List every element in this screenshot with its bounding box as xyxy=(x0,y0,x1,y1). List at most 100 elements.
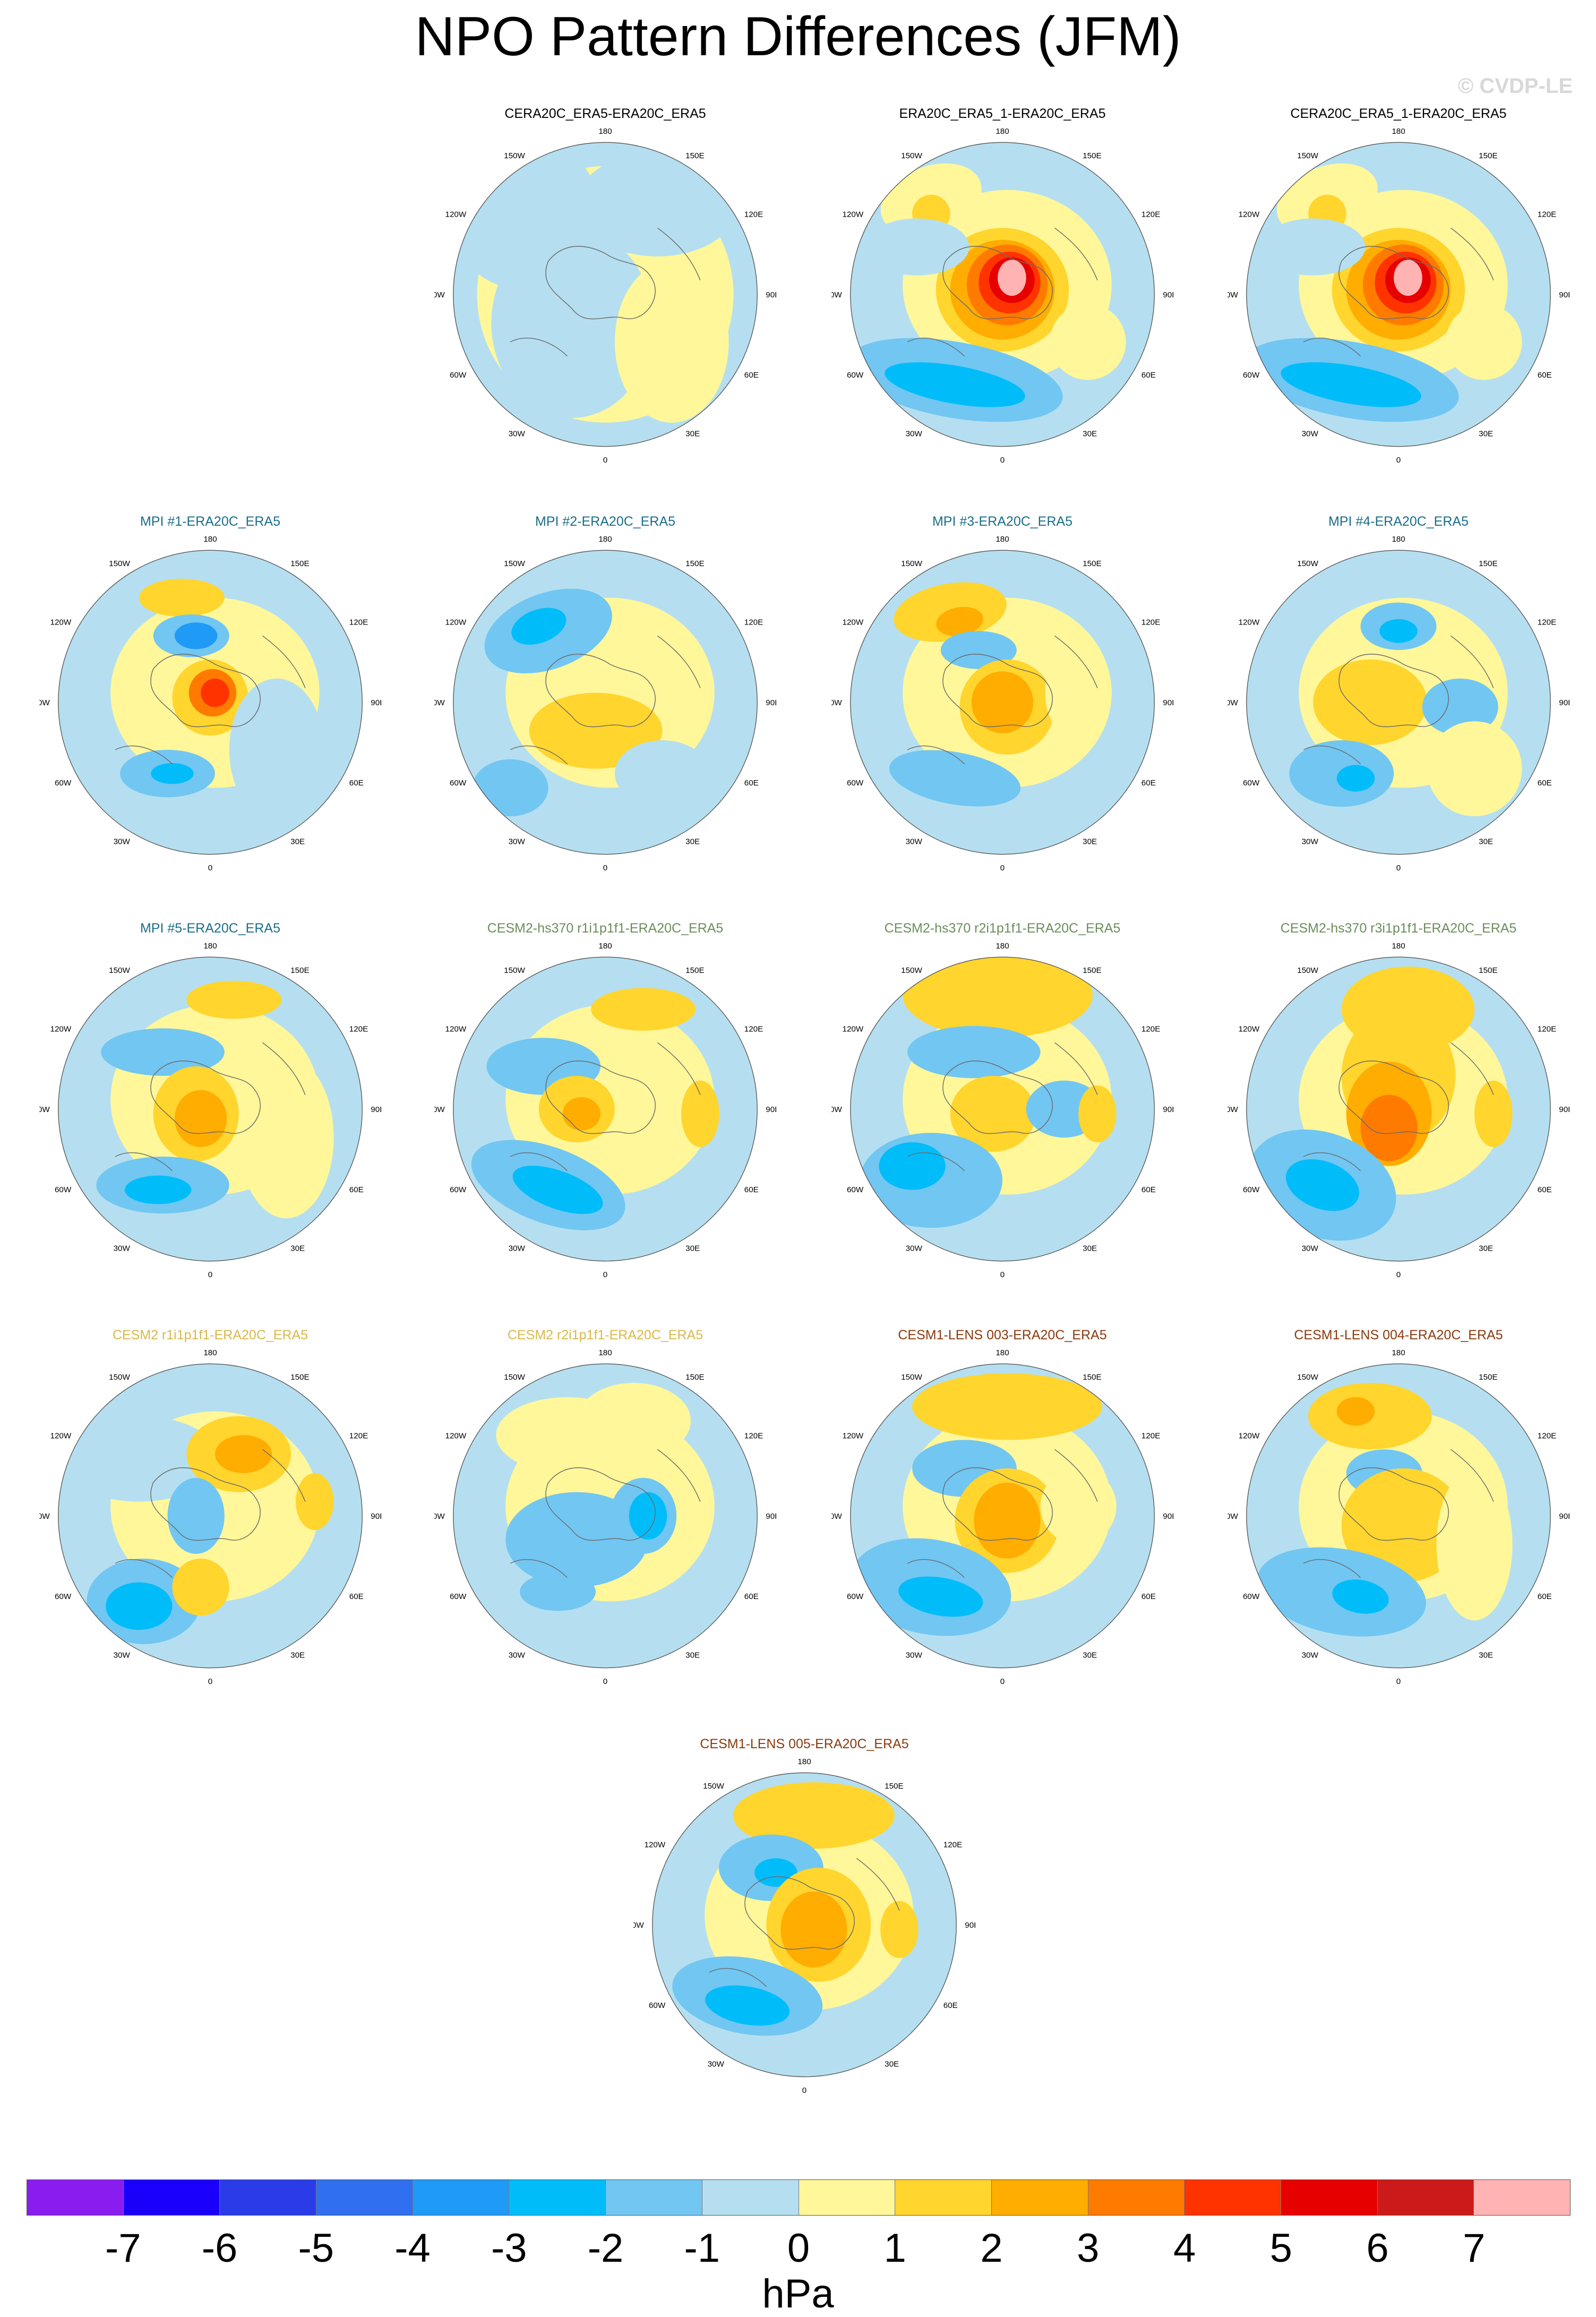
longitude-label: 150E xyxy=(685,559,704,568)
map-border xyxy=(850,142,1155,447)
longitude-label: 90E xyxy=(371,1512,381,1521)
longitude-label: 30W xyxy=(509,837,526,847)
longitude-label: 30E xyxy=(685,1244,700,1253)
longitude-label: 120E xyxy=(1142,1025,1160,1034)
longitude-label: 0 xyxy=(802,2086,806,2095)
longitude-label: 90E xyxy=(1559,1105,1569,1114)
longitude-label: 150E xyxy=(685,966,704,975)
coastline xyxy=(1303,1449,1494,1578)
map-border xyxy=(453,1363,758,1669)
longitude-label: 90W xyxy=(434,290,445,300)
anomaly-region xyxy=(101,1028,225,1076)
longitude-label: 90E xyxy=(1163,290,1173,300)
longitude-label: 150W xyxy=(109,559,130,568)
map-border xyxy=(1246,550,1551,855)
longitude-label: 150E xyxy=(1479,559,1497,568)
anomaly-region xyxy=(201,678,229,707)
longitude-label: 180 xyxy=(598,535,612,544)
longitude-label: 30E xyxy=(885,2060,899,2069)
longitude-label: 60E xyxy=(349,1185,364,1194)
longitude-label: 90E xyxy=(1163,1512,1173,1521)
longitude-label: 30E xyxy=(1479,1651,1493,1660)
longitude-label: 60W xyxy=(1243,1185,1260,1194)
longitude-label: 120W xyxy=(50,1025,72,1034)
longitude-label: 90E xyxy=(371,1105,381,1114)
longitude-label: 60W xyxy=(847,1592,864,1601)
anomaly-region xyxy=(1427,721,1522,817)
longitude-label: 60W xyxy=(55,1185,72,1194)
longitude-label: 30E xyxy=(290,837,305,847)
longitude-label: 120W xyxy=(843,1025,864,1034)
anomaly-region xyxy=(186,980,282,1019)
longitude-label: 30E xyxy=(1083,430,1097,439)
panel-title: CERA20C_ERA5-ERA20C_ERA5 xyxy=(504,106,706,121)
colorbar xyxy=(27,2179,1571,2216)
colorbar-tick-label: 2 xyxy=(980,2226,1003,2271)
panel-title: ERA20C_ERA5_1-ERA20C_ERA5 xyxy=(899,106,1106,121)
coastline xyxy=(907,1042,1098,1172)
polar-map: 180 150E 120E 90E 60E 30E 0 30W 60W 90W 120W 150W xyxy=(39,1348,381,1686)
longitude-label: 120W xyxy=(445,1432,467,1441)
anomaly-region xyxy=(936,606,983,636)
map-border xyxy=(850,956,1155,1262)
longitude-label: 120W xyxy=(1239,1432,1260,1441)
longitude-label: 30W xyxy=(1302,1651,1319,1660)
longitude-label: 120E xyxy=(744,1025,763,1034)
longitude-label: 90E xyxy=(371,698,381,707)
anomaly-region xyxy=(151,763,194,784)
panel-title: MPI #5-ERA20C_ERA5 xyxy=(140,921,280,936)
longitude-label: 60W xyxy=(847,371,864,380)
anomaly-region xyxy=(936,967,1079,1024)
coastline xyxy=(907,227,1098,357)
longitude-label: 0 xyxy=(603,456,607,465)
longitude-label: 30E xyxy=(1479,837,1493,847)
longitude-label: 30W xyxy=(114,1651,131,1660)
anomaly-region xyxy=(174,1090,227,1147)
anomaly-region xyxy=(1078,1085,1117,1143)
polar-map: 180 150E 120E 90E 60E 30E 0 30W 60W 90W 120W 150W xyxy=(39,535,381,873)
longitude-label: 60W xyxy=(450,371,467,380)
anomaly-region xyxy=(1341,1468,1465,1583)
longitude-label: 60E xyxy=(943,2001,958,2010)
longitude-label: 150W xyxy=(109,966,130,975)
longitude-label: 60E xyxy=(744,1592,759,1601)
longitude-label: 30E xyxy=(685,1651,700,1660)
anomaly-region xyxy=(898,1576,983,1617)
longitude-label: 120W xyxy=(445,210,467,219)
map-border xyxy=(58,956,363,1262)
longitude-label: 30E xyxy=(290,1244,305,1253)
coastline xyxy=(510,1042,701,1172)
longitude-label: 120E xyxy=(1538,1432,1556,1441)
anomaly-region xyxy=(520,1572,596,1611)
anomaly-region xyxy=(998,260,1026,296)
longitude-label: 120W xyxy=(843,618,864,627)
longitude-label: 150W xyxy=(1297,966,1318,975)
colorbar-swatch xyxy=(1377,2180,1474,2215)
longitude-label: 30E xyxy=(1083,1651,1097,1660)
longitude-label: 150W xyxy=(1297,559,1318,568)
panel-title: CESM2 r2i1p1f1-ERA20C_ERA5 xyxy=(507,1328,703,1343)
anomaly-region xyxy=(511,608,567,645)
colorbar-tick-label: -6 xyxy=(201,2226,238,2271)
coastline xyxy=(510,227,701,357)
panel-title: CESM2 r1i1p1f1-ERA20C_ERA5 xyxy=(112,1328,308,1343)
longitude-label: 90E xyxy=(965,1921,975,1930)
anomaly-region xyxy=(1285,1159,1359,1211)
longitude-label: 60W xyxy=(55,1592,72,1601)
longitude-label: 60E xyxy=(1538,1185,1552,1194)
anomaly-region xyxy=(1436,1468,1513,1621)
polar-map: 180 150E 120E 90E 60E 30E 0 30W 60W 90W 120W 150W xyxy=(434,535,776,873)
longitude-label: 90E xyxy=(1559,290,1569,300)
colorbar-tick-label: 4 xyxy=(1173,2226,1196,2271)
longitude-label: 150W xyxy=(504,559,525,568)
anomaly-region xyxy=(614,261,729,423)
longitude-label: 180 xyxy=(996,942,1009,951)
longitude-label: 120E xyxy=(744,1432,763,1441)
anomaly-region xyxy=(1446,304,1522,380)
longitude-label: 90W xyxy=(1228,290,1238,300)
longitude-label: 60W xyxy=(1243,371,1260,380)
colorbar-tick-label: 0 xyxy=(787,2226,810,2271)
longitude-label: 150W xyxy=(703,1782,724,1791)
longitude-label: 150E xyxy=(290,966,309,975)
anomaly-region xyxy=(491,228,653,418)
